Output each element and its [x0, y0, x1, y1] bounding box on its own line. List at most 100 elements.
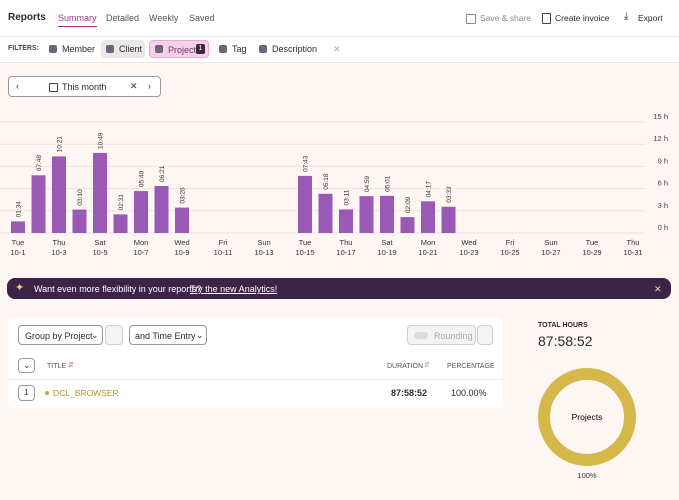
donut-segment [538, 368, 636, 466]
value-label: 02:09 [405, 196, 412, 213]
filter-chip[interactable]: Member [44, 40, 96, 58]
x-tick-weekday: Tue [12, 238, 25, 247]
caret: ⌄ [91, 330, 99, 340]
col-header[interactable]: PERCENTAGE [447, 363, 495, 370]
filter-chip[interactable]: Client [101, 40, 145, 58]
prev[interactable]: ‹ [16, 81, 19, 91]
calendar-icon [49, 83, 58, 92]
invoice-icon [542, 13, 551, 24]
filter-chip[interactable]: Project 1 [149, 40, 209, 58]
x-tick-label: 10-25 [500, 248, 519, 257]
y-tick-label: 15 h [653, 112, 668, 121]
bar [359, 196, 374, 233]
switch [414, 332, 428, 339]
bar [175, 207, 189, 233]
clear[interactable]: ✕ [130, 81, 138, 91]
x-tick-label: 10-3 [51, 248, 66, 257]
action[interactable]: Create invoice [555, 13, 610, 23]
x-tick-label: 10-13 [254, 248, 273, 257]
row-index[interactable]: 1 [18, 385, 35, 401]
x-tick-weekday: Mon [134, 238, 149, 247]
rounding: Rounding [434, 331, 473, 341]
subgroup-select[interactable]: and Time Entry ⌄ [129, 325, 207, 345]
x-tick-label: 10-11 [214, 248, 233, 257]
x-tick-label: 10-19 [377, 248, 396, 257]
y-tick-label: 3 h [658, 201, 668, 210]
x-tick-weekday: Thu [340, 238, 353, 247]
value-label: 03:10 [77, 189, 84, 206]
bar [134, 191, 148, 233]
x-tick-label: 10-27 [541, 248, 560, 257]
col-header[interactable]: TITLE [47, 363, 67, 370]
bar [154, 186, 169, 233]
total-hours: 87:58:52 [538, 333, 593, 349]
date-picker[interactable]: ‹ This month ✕ › [8, 76, 161, 97]
chip-label: Tag [232, 44, 247, 54]
banner-close[interactable]: ✕ [654, 284, 662, 294]
x-tick-label: 10-7 [133, 248, 148, 257]
group-select[interactable]: Group by Project ⌄ [18, 325, 103, 345]
x-tick-weekday: Sat [94, 238, 106, 247]
x-tick-weekday: Tue [586, 238, 599, 247]
y-tick-label: 0 h [658, 223, 668, 232]
next[interactable]: › [148, 81, 151, 91]
value-label: 02:31 [118, 194, 125, 211]
x-tick-weekday: Wed [174, 238, 189, 247]
action[interactable]: Save & share [480, 13, 532, 23]
export-icon: ⤓ [624, 11, 629, 22]
group-by: Group by Project [25, 331, 93, 341]
chip-label: Member [62, 44, 96, 54]
chip-label: Project [168, 45, 197, 55]
tab[interactable]: Detailed [106, 13, 140, 23]
value-label: 10:21 [57, 136, 64, 153]
rounding-settings[interactable] [477, 325, 493, 345]
x-tick-label: 10-21 [418, 248, 437, 257]
then-by: and Time Entry [135, 331, 196, 341]
date-range: This month [62, 82, 107, 92]
bar [11, 221, 25, 233]
x-tick-label: 10-5 [92, 248, 107, 257]
chevron: ⌄ [23, 360, 31, 370]
clear-filters[interactable]: ✕ [333, 44, 341, 54]
tab[interactable]: Weekly [149, 13, 179, 23]
col-header[interactable]: DURATION [387, 363, 424, 370]
value-label: 07:48 [36, 155, 43, 172]
sort-icon: ⇵ [424, 362, 430, 369]
bar [441, 206, 456, 233]
value-label: 05:18 [323, 173, 330, 190]
expand-all[interactable]: ⌄ [18, 358, 35, 373]
value-label: 05:01 [385, 175, 392, 192]
x-tick-label: 10-1 [10, 248, 25, 257]
x-tick-weekday: Sun [544, 238, 557, 247]
value-label: 06:21 [159, 165, 166, 182]
action[interactable]: Export [638, 13, 663, 23]
donut-chart: Projects 100% [538, 368, 636, 480]
bar [31, 175, 46, 233]
bar [421, 201, 435, 233]
rounding-toggle[interactable]: Rounding [407, 325, 476, 345]
x-tick-weekday: Thu [627, 238, 640, 247]
value-label: 03:33 [446, 186, 453, 203]
x-tick-weekday: Fri [506, 238, 515, 247]
count-badge: 1 [196, 44, 205, 54]
bar [318, 193, 333, 233]
value-label: 07:43 [303, 155, 310, 172]
tab[interactable]: Summary [58, 12, 97, 27]
chip-label: Description [272, 44, 318, 54]
caret: ⌄ [196, 330, 204, 340]
value-label: 05:40 [139, 170, 146, 187]
filter-chip[interactable]: Tag [214, 40, 250, 58]
remove-group[interactable] [105, 325, 123, 345]
value-label: 10:49 [98, 132, 105, 149]
donut-value-label: 100% [577, 471, 597, 480]
y-tick-label: 12 h [653, 134, 668, 143]
x-tick-label: 10-9 [174, 248, 189, 257]
row-title[interactable]: DCL_BROWSER [53, 388, 119, 398]
filter-chip[interactable]: Description [254, 40, 318, 58]
banner-link[interactable]: Try the new Analytics! [190, 284, 278, 294]
value-label: 03:26 [180, 187, 187, 204]
banner: ✦ Want even more flexibility in your rep… [7, 278, 671, 299]
bar [72, 209, 87, 233]
y-tick-label: 6 h [658, 179, 668, 188]
tab[interactable]: Saved [189, 13, 215, 23]
